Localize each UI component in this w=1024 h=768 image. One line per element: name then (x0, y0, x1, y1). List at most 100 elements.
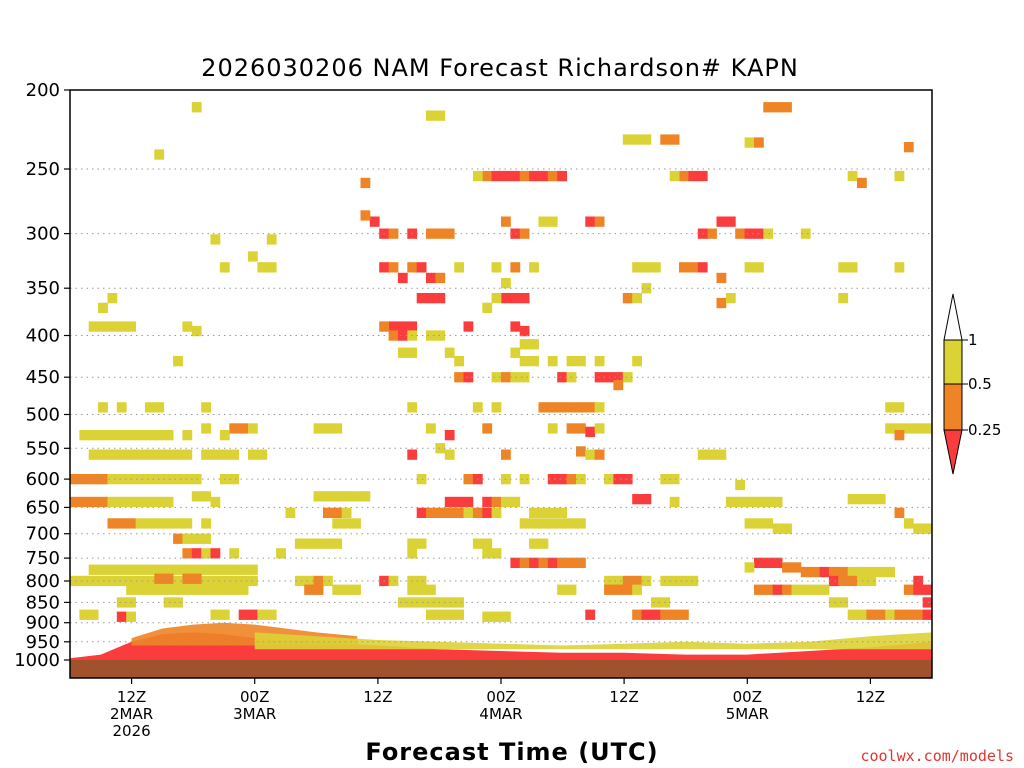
ri-orange-cell (88, 474, 99, 485)
ri-yellow-cell (482, 538, 493, 549)
ri-red-cell (519, 293, 530, 304)
ri-orange-cell (388, 330, 399, 341)
ri-red-cell (557, 170, 567, 182)
ri-yellow-cell (219, 430, 230, 441)
ri-yellow-cell (885, 566, 895, 578)
ri-yellow-cell (126, 449, 136, 460)
ri-red-cell (210, 548, 221, 559)
ri-yellow-cell (857, 609, 867, 620)
ri-yellow-cell (669, 170, 680, 182)
y-tick-label: 900 (26, 613, 60, 634)
ri-orange-cell (669, 609, 680, 620)
ri-yellow-cell (632, 356, 642, 367)
ri-yellow-cell (173, 356, 183, 367)
ri-yellow-cell (388, 575, 399, 587)
ri-yellow-cell (444, 449, 455, 460)
ri-orange-cell (660, 609, 671, 620)
ri-red-cell (444, 496, 455, 508)
ri-orange-cell (70, 496, 80, 508)
ri-yellow-cell (135, 564, 146, 575)
ri-yellow-cell (154, 584, 165, 595)
ri-yellow-cell (116, 402, 127, 413)
ri-orange-cell (894, 507, 905, 518)
ri-yellow-cell (632, 134, 642, 145)
ri-orange-cell (894, 430, 905, 441)
ri-yellow-cell (191, 102, 202, 113)
ri-orange-cell (482, 423, 493, 434)
ri-yellow-cell (182, 518, 193, 529)
ri-orange-cell (875, 609, 886, 620)
ri-yellow-cell (472, 402, 483, 413)
ri-yellow-cell (435, 330, 446, 341)
high-ri-ribbon (254, 632, 932, 650)
ri-red-cell (388, 321, 399, 332)
ri-yellow-cell (98, 449, 108, 460)
ri-yellow-cell (107, 564, 118, 575)
ri-yellow-cell (116, 321, 127, 332)
ri-yellow-cell (145, 474, 155, 485)
ri-yellow-cell (547, 423, 558, 434)
ri-yellow-cell (454, 609, 464, 620)
ri-yellow-cell (763, 228, 774, 239)
ri-orange-cell (472, 507, 483, 518)
ri-yellow-cell (416, 584, 427, 595)
ri-yellow-cell (491, 611, 502, 622)
y-tick-label: 1000 (14, 650, 60, 671)
ri-yellow-cell (116, 449, 127, 460)
ri-orange-cell (547, 402, 558, 413)
ri-yellow-cell (838, 262, 849, 273)
ri-yellow-cell (191, 325, 202, 337)
ri-yellow-cell (201, 449, 211, 460)
ri-yellow-cell (744, 496, 755, 508)
ri-orange-cell (182, 548, 193, 559)
ri-yellow-cell (632, 584, 642, 595)
ri-yellow-cell (435, 443, 446, 454)
ri-yellow-cell (135, 449, 146, 460)
ri-orange-cell (782, 584, 792, 595)
x-tick-label: 5MAR (726, 705, 769, 723)
ri-orange-cell (88, 496, 99, 508)
ri-yellow-cell (903, 518, 914, 529)
ri-yellow-cell (501, 496, 511, 508)
ri-yellow-cell (163, 584, 174, 595)
ri-yellow-cell (838, 597, 849, 608)
ri-red-cell (529, 170, 539, 182)
ri-orange-cell (360, 177, 371, 189)
ri-yellow-cell (88, 609, 99, 620)
ri-yellow-cell (782, 523, 792, 534)
ri-yellow-cell (772, 496, 783, 508)
ri-red-cell (557, 372, 567, 383)
ri-yellow-cell (126, 584, 136, 595)
ri-yellow-cell (669, 474, 680, 485)
ri-yellow-cell (145, 575, 155, 587)
ri-orange-cell (782, 562, 792, 573)
ri-yellow-cell (576, 518, 586, 529)
ground-layer (70, 660, 932, 678)
ri-yellow-cell (135, 575, 146, 587)
ri-yellow-cell (426, 597, 436, 608)
ri-yellow-cell (107, 575, 118, 587)
ri-yellow-cell (847, 494, 858, 505)
ri-red-cell (557, 474, 567, 485)
ri-red-cell (913, 584, 924, 595)
ri-yellow-cell (463, 507, 474, 518)
ri-orange-cell (501, 449, 511, 460)
ri-orange-cell (360, 210, 371, 221)
ri-yellow-cell (219, 584, 230, 595)
ri-yellow-cell (482, 611, 493, 622)
ri-yellow-cell (557, 507, 567, 518)
ri-yellow-cell (107, 321, 118, 332)
ri-yellow-cell (135, 496, 146, 508)
ri-yellow-cell (201, 584, 211, 595)
ri-red-cell (697, 262, 708, 273)
ri-yellow-cell (885, 609, 895, 620)
ri-yellow-cell (557, 584, 567, 595)
ri-orange-cell (332, 507, 343, 518)
ri-yellow-cell (173, 449, 183, 460)
ri-yellow-cell (491, 402, 502, 413)
credit-text: coolwx.com/models (860, 747, 1014, 765)
ri-yellow-cell (828, 597, 839, 608)
ri-orange-cell (763, 584, 774, 595)
ri-yellow-cell (145, 430, 155, 441)
